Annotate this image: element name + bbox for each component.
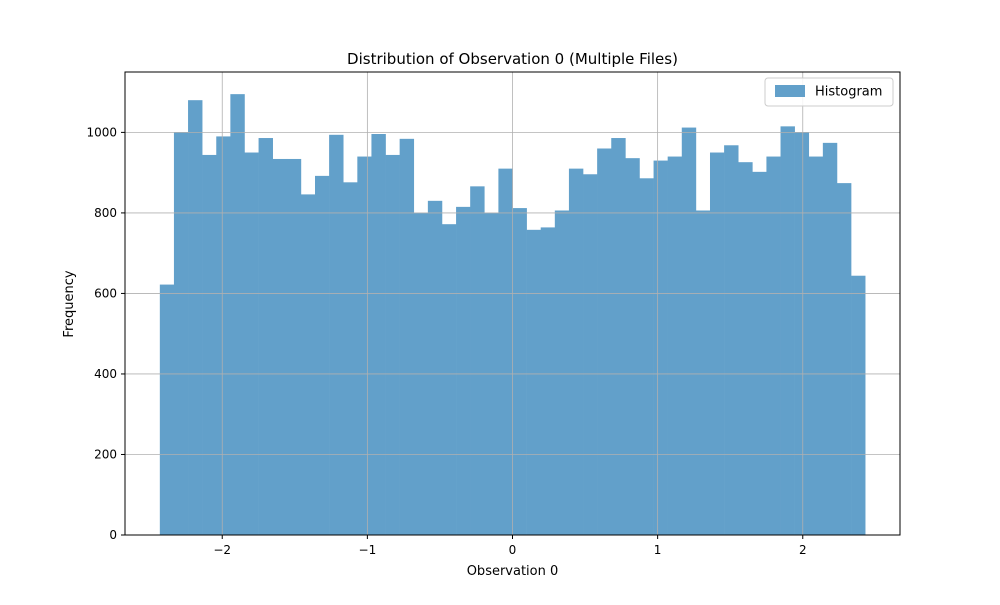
- histogram-bar: [188, 100, 203, 535]
- histogram-bar: [357, 156, 372, 535]
- histogram-bar: [554, 210, 570, 536]
- y-tick-label: 200: [94, 447, 117, 461]
- histogram-bar: [371, 134, 386, 535]
- bars-layer: [159, 94, 866, 536]
- histogram-bar: [286, 158, 302, 535]
- histogram-bar: [315, 175, 330, 535]
- y-tick-label: 600: [94, 286, 117, 300]
- histogram-bar: [272, 158, 288, 535]
- histogram-bar: [159, 284, 175, 535]
- histogram-bar: [399, 138, 415, 535]
- histogram-bar: [216, 136, 231, 535]
- histogram-bar: [540, 227, 556, 535]
- y-tick-label: 0: [109, 528, 117, 542]
- y-tick-label: 400: [94, 367, 117, 381]
- histogram-bar: [851, 275, 866, 535]
- x-tick-label: 0: [509, 543, 517, 557]
- histogram-bar: [822, 142, 838, 535]
- histogram-bar: [808, 156, 824, 535]
- histogram-bar: [498, 168, 513, 535]
- legend-swatch: [775, 85, 805, 97]
- y-tick-label: 800: [94, 206, 117, 220]
- legend: Histogram: [764, 77, 894, 107]
- histogram-bar: [568, 168, 584, 535]
- histogram-bar: [441, 224, 457, 535]
- histogram-bar: [738, 162, 753, 536]
- ticks-layer: −2 −1 0 1 2 0 200 400 600 800 1000: [86, 125, 806, 557]
- histogram-bar: [583, 174, 598, 535]
- histogram-bar: [329, 134, 344, 536]
- y-axis-label: Frequency: [62, 270, 77, 337]
- histogram-bar: [470, 186, 485, 535]
- histogram-bar: [836, 183, 852, 535]
- chart-title: Distribution of Observation 0 (Multiple …: [347, 50, 678, 68]
- x-tick-label: 2: [799, 543, 807, 557]
- histogram-bar: [258, 138, 273, 535]
- histogram-bar: [681, 127, 697, 535]
- histogram-bar: [639, 178, 654, 535]
- y-tick-label: 1000: [86, 125, 117, 139]
- histogram-bar: [427, 200, 443, 535]
- histogram-bar: [526, 229, 542, 535]
- histogram-bar: [625, 158, 640, 535]
- x-tick-label: 1: [654, 543, 662, 557]
- histogram-bar: [752, 171, 767, 535]
- histogram-bar: [667, 156, 683, 535]
- histogram-bar: [597, 148, 612, 535]
- histogram-bar: [766, 156, 781, 535]
- histogram-bar: [512, 208, 527, 536]
- x-axis-label: Observation 0: [467, 564, 559, 579]
- histogram-bar: [300, 194, 316, 535]
- histogram-bar: [343, 182, 358, 535]
- histogram-bar: [456, 206, 471, 536]
- x-tick-label: −1: [359, 543, 377, 557]
- histogram-bar: [611, 138, 626, 535]
- histogram-bar: [794, 132, 810, 536]
- histogram-bar: [202, 154, 217, 536]
- histogram-bar: [780, 126, 795, 535]
- histogram-bar: [230, 94, 245, 535]
- histogram-bar: [385, 154, 400, 536]
- histogram-bar: [244, 152, 259, 536]
- legend-label: Histogram: [815, 85, 882, 100]
- histogram-bar: [695, 210, 711, 536]
- x-tick-label: −2: [213, 543, 231, 557]
- histogram-bar: [173, 132, 189, 536]
- histogram-bar: [724, 145, 739, 535]
- histogram-bar: [709, 152, 725, 536]
- histogram-bar: [653, 160, 668, 535]
